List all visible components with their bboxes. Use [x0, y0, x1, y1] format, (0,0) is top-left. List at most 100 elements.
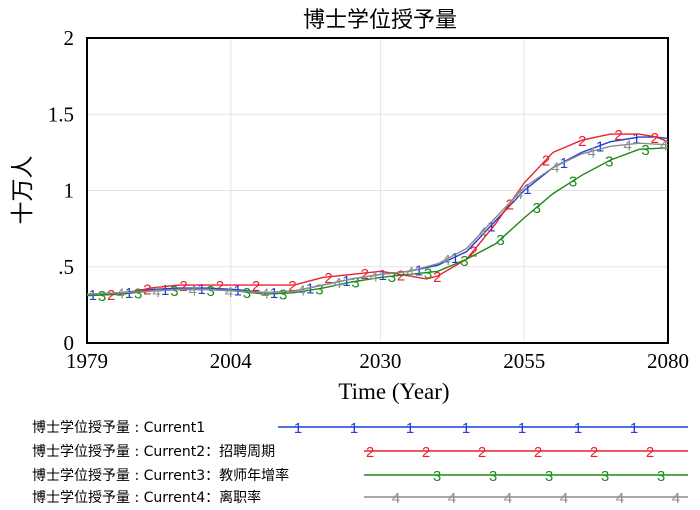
series-line: [86, 142, 669, 295]
y-tick-label: 0: [64, 331, 75, 355]
series-marker: 3: [351, 274, 359, 291]
series-marker: 3: [641, 142, 649, 159]
legend-marker: 2: [646, 444, 654, 461]
series-marker: 2: [107, 287, 115, 304]
series-marker: 2: [216, 278, 224, 295]
series-marker: 4: [334, 275, 342, 292]
series-marker: 2: [324, 270, 332, 287]
legend-marker: 3: [433, 468, 441, 485]
series-marker: 4: [624, 137, 632, 154]
chart-title: 博士学位授予量: [303, 8, 457, 33]
legend-marker: 2: [422, 444, 430, 461]
series-marker: 2: [179, 278, 187, 295]
series-marker: 2: [252, 278, 260, 295]
legend-marker: 2: [478, 444, 486, 461]
series-marker: 3: [243, 285, 251, 302]
series-marker: 2: [651, 130, 659, 147]
y-tick-label: 2: [64, 26, 75, 50]
series-marker: 1: [342, 273, 350, 290]
series-marker: 4: [225, 284, 233, 301]
legend-marker: 2: [590, 444, 598, 461]
legend: 博士学位授予量 : Current1 1 1 1 1 1 1 1 博士学位授予量 : Curre…: [32, 419, 688, 507]
legend-marker: 1: [574, 420, 582, 437]
series-marker: 3: [424, 265, 432, 282]
x-tick-label: 2080: [647, 349, 689, 373]
series-marker: 2: [361, 266, 369, 283]
legend-marker: 4: [504, 490, 512, 507]
series-marker: 3: [207, 283, 215, 300]
series-marker: 1: [487, 218, 495, 235]
series-marker: 1: [560, 155, 568, 172]
series-marker: 3: [315, 282, 323, 299]
series-marker: 2: [506, 197, 514, 214]
legend-marker: 4: [392, 490, 400, 507]
series-marker: 4: [189, 283, 197, 300]
series-marker: 2: [433, 269, 441, 286]
legend-label: 博士学位授予量 : Current3：教师年增率: [32, 467, 289, 484]
y-tick-label: .5: [58, 255, 74, 279]
y-tick-label: 1: [64, 179, 75, 203]
series-marker: 4: [660, 138, 668, 155]
series-marker: 3: [569, 174, 577, 191]
series-marker: 4: [587, 144, 595, 161]
legend-marker: 1: [294, 420, 302, 437]
x-tick-label: 2004: [210, 349, 253, 373]
series-marker: 4: [261, 286, 269, 303]
legend-marker: 4: [672, 490, 680, 507]
series-marker: 1: [379, 267, 387, 284]
legend-marker: 4: [448, 490, 456, 507]
legend-marker: 2: [366, 444, 374, 461]
series-marker: 1: [523, 181, 531, 198]
series-current4: 4 4 4 4 4 4 4 4 4 4 4 4 4 4 4 4: [86, 137, 669, 303]
legend-label: 博士学位授予量 : Current4：离职率: [32, 489, 261, 506]
series-marker: 2: [143, 282, 151, 299]
series-marker: 2: [578, 133, 586, 150]
series-marker: 1: [632, 131, 640, 148]
x-tick-label: 2055: [503, 349, 545, 373]
legend-marker: 4: [560, 490, 568, 507]
legend-marker: 1: [350, 420, 358, 437]
legend-marker: 2: [534, 444, 542, 461]
series-marker: 2: [542, 153, 550, 170]
series-marker: 4: [442, 252, 450, 269]
series-marker: 4: [515, 186, 523, 203]
legend-marker: 4: [616, 490, 624, 507]
series-marker: 4: [297, 283, 305, 300]
series-marker: 3: [98, 288, 106, 305]
series-current2: 2 2 2 2 2 2 2 2 2 2 2 2 2 2 2 2: [87, 127, 669, 304]
legend-marker: 3: [489, 468, 497, 485]
legend-marker: 3: [545, 468, 553, 485]
y-axis-label: 十万人: [10, 156, 36, 225]
series-marker: 3: [388, 269, 396, 286]
series-line: [87, 133, 669, 295]
series-marker: 3: [279, 286, 287, 303]
series-marker: 3: [605, 154, 613, 171]
series-marker: 4: [406, 264, 414, 281]
legend-marker: 3: [657, 468, 665, 485]
series-marker: 3: [496, 232, 504, 249]
series-marker: 2: [288, 278, 296, 295]
series-marker: 1: [306, 281, 314, 298]
series-marker: 2: [469, 244, 477, 261]
legend-marker: 1: [630, 420, 638, 437]
legend-marker: 1: [518, 420, 526, 437]
series-marker: 4: [370, 268, 378, 285]
series-marker: 2: [614, 127, 622, 144]
series-marker: 4: [551, 160, 559, 177]
plot-frame: [86, 37, 669, 344]
x-tick-label: 2030: [359, 349, 401, 373]
tick-labels: 1979 2004 2030 2055 2080 0 .5 1 1.5 2: [48, 26, 689, 373]
series-marker: 3: [460, 253, 468, 270]
series-marker: 3: [533, 200, 541, 217]
series-marker: 3: [134, 285, 142, 302]
x-axis-label: Time (Year): [338, 379, 449, 404]
series-marker: 4: [479, 224, 487, 241]
series-marker: 2: [397, 268, 405, 285]
series-marker: 1: [596, 139, 604, 156]
y-tick-label: 1.5: [48, 102, 74, 126]
legend-label: 博士学位授予量 : Current1: [32, 419, 205, 436]
legend-label: 博士学位授予量 : Current2：招聘周期: [32, 443, 275, 460]
series-marker: 4: [116, 286, 124, 303]
series-marker: 3: [170, 283, 178, 300]
